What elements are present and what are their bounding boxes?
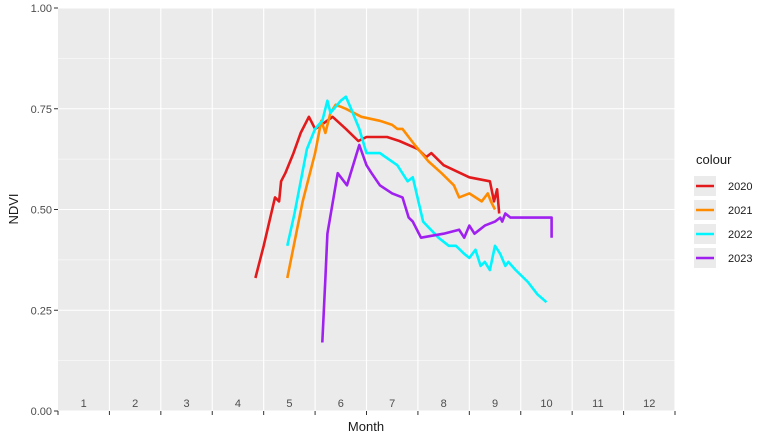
x-tick-label: 7 xyxy=(389,398,395,410)
legend-label-2020: 2020 xyxy=(728,181,752,193)
y-axis-ticks: 0.00 0.25 0.50 0.75 1.00 xyxy=(31,3,58,418)
x-axis-ticks: 1 2 3 4 5 6 7 8 9 10 11 12 xyxy=(57,398,676,415)
legend-label-2023: 2023 xyxy=(728,253,752,265)
legend-label-2021: 2021 xyxy=(728,205,752,217)
grid-major xyxy=(58,7,676,412)
x-tick-label: 4 xyxy=(235,398,241,410)
x-tick-label: 12 xyxy=(643,398,655,410)
series-line-2023 xyxy=(321,143,553,343)
series-layer xyxy=(254,95,553,343)
legend: colour 2020 2021 2022 2023 xyxy=(694,152,752,268)
series-line-2021 xyxy=(286,103,497,279)
y-tick-label: 0.25 xyxy=(31,305,52,317)
y-tick-label: 0.75 xyxy=(31,104,52,116)
x-tick-label: 6 xyxy=(338,398,344,410)
x-tick-label: 1 xyxy=(81,398,87,410)
x-tick-label: 3 xyxy=(183,398,189,410)
series-line-2022 xyxy=(286,95,548,304)
x-axis-title: Month xyxy=(348,419,384,434)
legend-label-2022: 2022 xyxy=(728,229,752,241)
y-tick-label: 1.00 xyxy=(31,3,52,15)
y-tick-label: 0.50 xyxy=(31,205,52,217)
x-tick-label: 10 xyxy=(540,398,552,410)
y-tick-label: 0.00 xyxy=(31,406,52,418)
series-line-2020 xyxy=(254,115,501,279)
legend-title: colour xyxy=(696,152,732,167)
x-tick-label: 2 xyxy=(132,398,138,410)
x-tick-label: 9 xyxy=(492,398,498,410)
x-tick-label: 8 xyxy=(441,398,447,410)
x-tick-label: 11 xyxy=(592,398,603,410)
y-axis-title: NDVI xyxy=(6,193,21,224)
x-tick-label: 5 xyxy=(286,398,292,410)
